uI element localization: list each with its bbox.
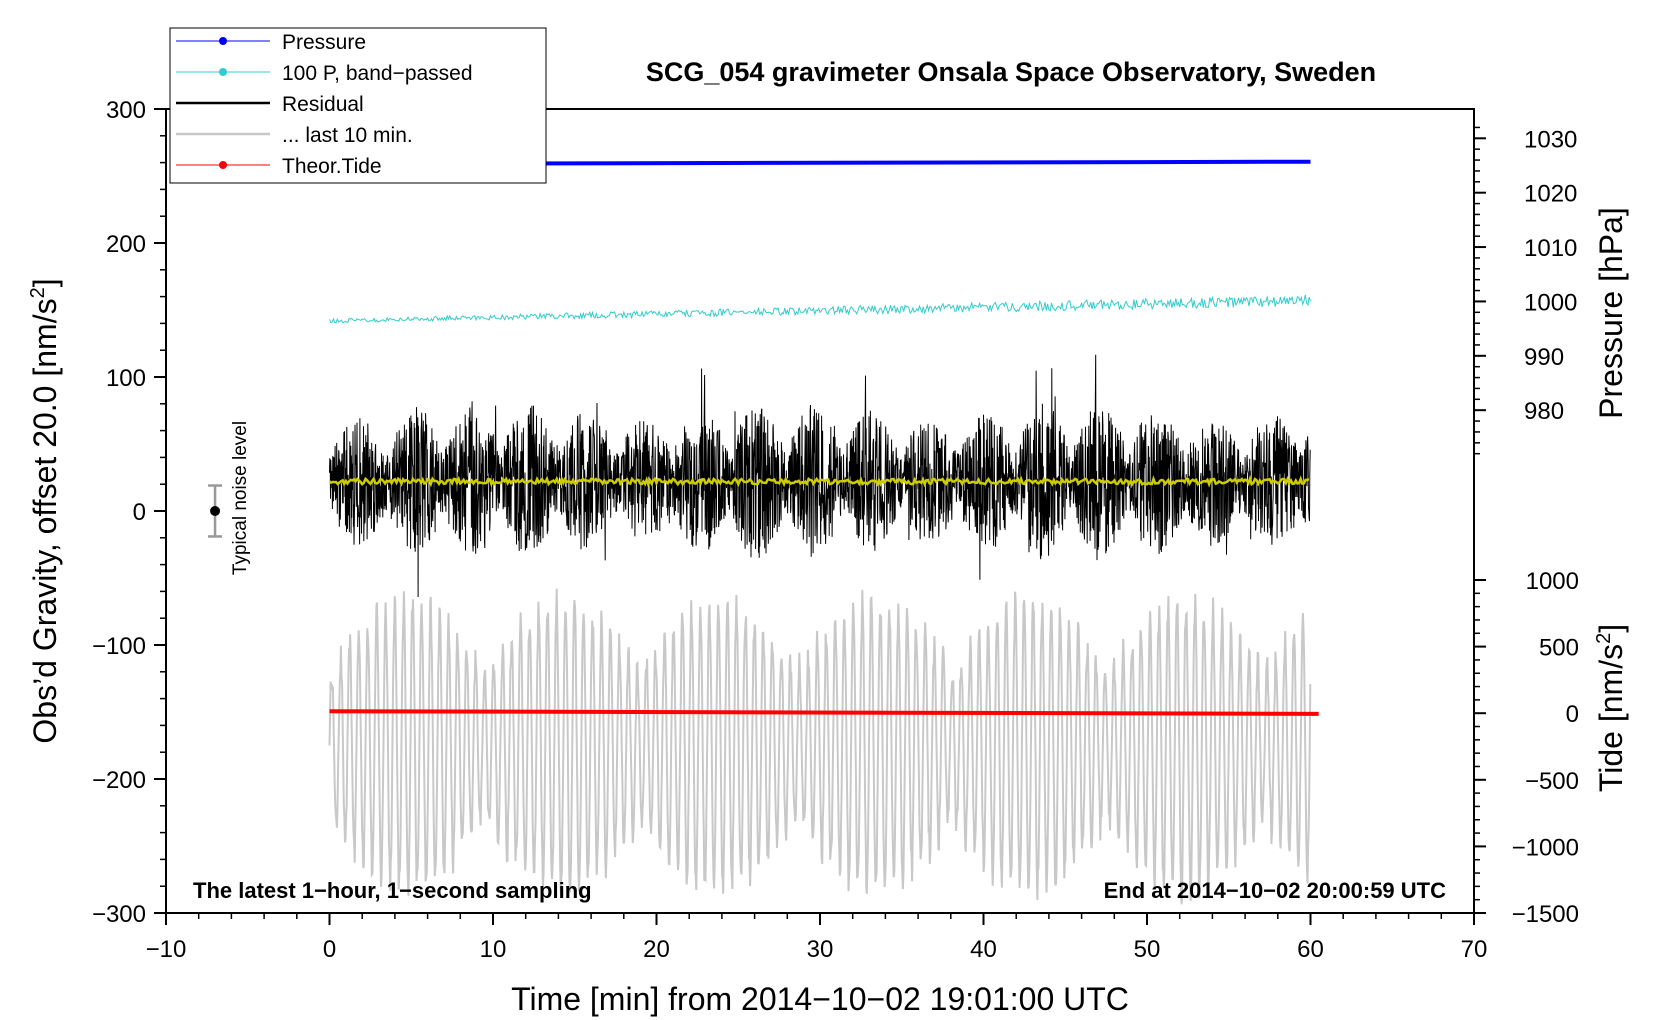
left-axis-title-main: Obs’d Gravity, offset 20.0 [nm/s xyxy=(27,298,63,743)
series-last-10-min-line xyxy=(328,588,1312,905)
x-axis-title: Time [min] from 2014−10−02 19:01:00 UTC xyxy=(511,981,1129,1017)
chart-title: SCG_054 gravimeter Onsala Space Observat… xyxy=(646,57,1376,87)
x-tick-label: −10 xyxy=(146,936,187,963)
axis-layer: −10 0 10 20 30 40 50 60 70−300−200−1000100200300… xyxy=(92,97,1579,963)
legend-label: Theor.Tide xyxy=(282,155,382,178)
x-tick-label: 0 xyxy=(323,936,336,963)
y-tick-label: 200 xyxy=(106,231,146,258)
tide-axis-title-superscript: 2 xyxy=(1593,633,1615,644)
annotation-left: The latest 1−hour, 1−second sampling xyxy=(193,878,592,903)
legend-swatch-marker xyxy=(219,161,227,169)
series-theor-tide-line xyxy=(329,709,1319,716)
x-tick-label: 10 xyxy=(480,936,507,963)
data-series-layer xyxy=(328,159,1319,905)
legend-label: Residual xyxy=(282,93,364,116)
tide-tick-label: 0 xyxy=(1566,701,1579,728)
x-tick-label: 60 xyxy=(1297,936,1324,963)
y-tick-label: 300 xyxy=(106,97,146,124)
tide-axis-title-suffix: ] xyxy=(1593,624,1629,633)
series-residual-line xyxy=(329,354,1311,598)
pressure-tick-label: 980 xyxy=(1524,398,1564,425)
y-tick-label: −200 xyxy=(92,767,146,794)
left-axis-title-suffix: ] xyxy=(27,278,63,287)
left-axis-title-superscript: 2 xyxy=(27,287,49,298)
legend-label: ... last 10 min. xyxy=(282,124,413,147)
tide-tick-label: 1000 xyxy=(1526,568,1579,595)
y-tick-label: −100 xyxy=(92,633,146,660)
pressure-tick-label: 1010 xyxy=(1524,235,1577,262)
noise-indicator: Typical noise level xyxy=(208,421,251,575)
tide-axis-title-main: Tide [nm/s xyxy=(1593,644,1629,792)
pressure-tick-label: 1030 xyxy=(1524,126,1577,153)
legend-entries: Pressure 100 P, band−passed Residual ... la… xyxy=(176,31,473,178)
noise-indicator-dot xyxy=(210,506,221,516)
y-tick-label: 100 xyxy=(106,365,146,392)
x-tick-label: 50 xyxy=(1134,936,1161,963)
pressure-axis-title: Pressure [hPa] xyxy=(1593,207,1629,419)
pressure-tick-label: 1020 xyxy=(1524,181,1577,208)
legend: Pressure 100 P, band−passed Residual ... la… xyxy=(169,27,547,184)
tide-tick-label: −1000 xyxy=(1512,834,1579,861)
x-tick-label: 70 xyxy=(1461,936,1488,963)
noise-indicator-label: Typical noise level xyxy=(230,421,251,575)
pressure-tick-label: 1000 xyxy=(1524,289,1577,316)
tide-tick-label: −500 xyxy=(1525,768,1579,795)
pressure-tick-label: 990 xyxy=(1524,344,1564,371)
y-tick-label: 0 xyxy=(133,499,146,526)
annotation-right: End at 2014−10−02 20:00:59 UTC xyxy=(1104,878,1447,903)
left-axis-title: Obs’d Gravity, offset 20.0 [nm/s2] xyxy=(27,278,63,743)
x-tick-label: 40 xyxy=(970,936,997,963)
tide-tick-label: 500 xyxy=(1539,635,1579,662)
tide-tick-label: −1500 xyxy=(1512,901,1579,928)
legend-label: 100 P, band−passed xyxy=(282,62,473,85)
legend-box xyxy=(169,27,547,184)
tide-axis-title: Tide [nm/s2] xyxy=(1593,624,1629,792)
x-tick-label: 20 xyxy=(643,936,670,963)
legend-swatch-marker xyxy=(219,37,227,45)
series-residual-mean-line xyxy=(328,474,1310,488)
series-band-passed-line xyxy=(329,294,1311,324)
legend-swatch-marker xyxy=(219,68,227,76)
x-tick-label: 30 xyxy=(807,936,834,963)
y-tick-label: −300 xyxy=(92,901,146,928)
legend-label: Pressure xyxy=(282,31,366,54)
